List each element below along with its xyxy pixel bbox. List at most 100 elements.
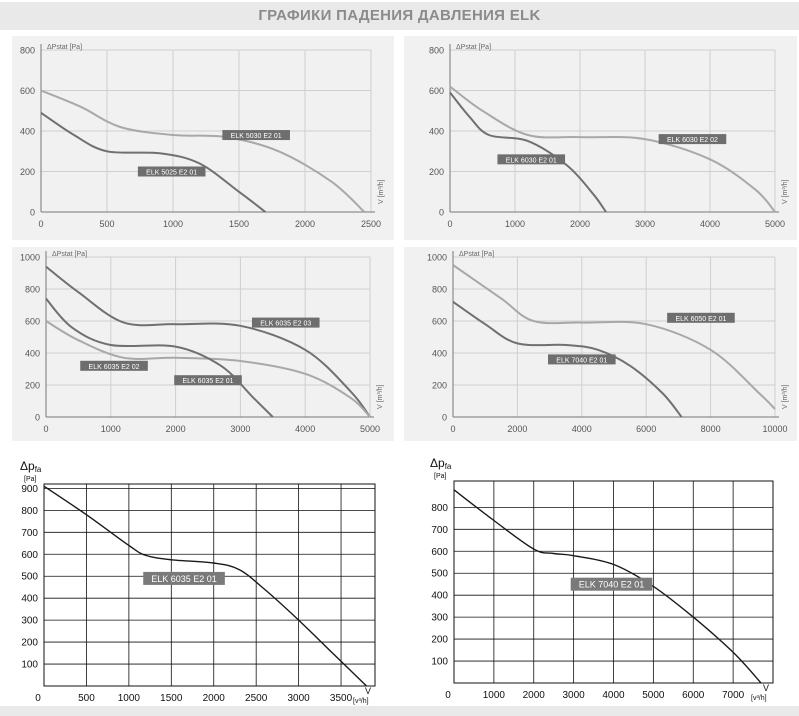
series-curve [40, 89, 366, 213]
x-tick-label: 6000 [636, 424, 656, 434]
y-tick-label: 300 [21, 616, 38, 627]
series-label: ELK 5030 E2 01 [231, 133, 282, 140]
y-tick-label: 100 [431, 657, 448, 668]
x-tick-label: 3000 [287, 693, 310, 704]
y-tick-label: 900 [21, 484, 38, 495]
series-label-box [667, 312, 735, 323]
x-tick-label: 5000 [642, 690, 665, 701]
footer-strip [0, 706, 799, 716]
plot-area [43, 483, 376, 687]
x-axis-label: V [m³/h] [377, 384, 384, 409]
series-label: ELK 7040 E2 01 [556, 357, 607, 364]
x-tick-label: 0 [35, 693, 41, 704]
x-tick-label: 500 [78, 693, 95, 704]
series-label-box [137, 166, 206, 177]
y-tick-label: 200 [25, 381, 40, 391]
y-axis-label: ΔPstat [Pa] [52, 251, 87, 258]
x-tick-label: 4000 [572, 424, 592, 434]
series-curve [449, 91, 607, 213]
y-unit-label: [Pa] [24, 476, 37, 483]
x-axis-label: V [m³/h] [782, 179, 789, 204]
y-tick-label: 0 [35, 413, 40, 423]
y-tick-label: 400 [429, 127, 444, 137]
y-tick-label: 600 [20, 86, 35, 96]
x-tick-label: 4000 [295, 424, 315, 434]
y-tick-label: 800 [20, 46, 35, 56]
series-label: ELK 6030 E2 01 [506, 157, 557, 164]
x-unit-label: [v³/h] [751, 695, 767, 702]
chart-elk-6050-7040: 0 2000 4000 6000 8000 10000 0 200 400 600 800 1000 Δ… [427, 251, 789, 434]
series-curve [45, 265, 371, 418]
y-tick-label: 400 [431, 591, 448, 602]
chart-panel-elk-7040-bw: 0 1000 2000 3000 4000 5000 6000 7000 100 200 300 40… [400, 448, 799, 706]
x-tick-label: 3000 [635, 219, 655, 229]
series-curve [43, 485, 367, 687]
y-tick-label: 200 [432, 381, 447, 391]
y-axis-label: ΔPstat [Pa] [456, 44, 491, 51]
y-axis-label: Δpfa [430, 456, 452, 471]
y-tick-label: 0 [442, 413, 447, 423]
x-tick-label: 1000 [101, 424, 121, 434]
y-tick-label: 800 [432, 285, 447, 295]
series-label-box [222, 130, 290, 141]
series-curve [452, 300, 683, 418]
series-label: ELK 7040 E2 01 [579, 580, 645, 590]
chart-panel-elk-6050-7040: 0 2000 4000 6000 8000 10000 0 200 400 600 800 1000 Δ… [404, 247, 797, 441]
x-tick-label: 0 [38, 219, 43, 229]
series-label-box [251, 317, 320, 328]
y-unit-label: [Pa] [434, 473, 447, 480]
series-label-box [570, 577, 653, 591]
page-title: ГРАФИКИ ПАДЕНИЯ ДАВЛЕНИЯ ELK [0, 2, 799, 30]
y-axis-label: ΔPstat [Pa] [47, 44, 82, 51]
y-tick-label: 100 [21, 660, 38, 671]
series-curve [40, 111, 267, 213]
y-axis-label: Δpfa [20, 459, 42, 474]
series-label: ELK 6035 E2 02 [89, 364, 140, 371]
y-tick-label: 600 [432, 317, 447, 327]
x-axis-label: V [m³/h] [782, 384, 789, 409]
x-tick-label: 1500 [160, 693, 183, 704]
x-tick-label: 2000 [166, 424, 186, 434]
series-label-box [174, 375, 242, 386]
chart-elk-7040-bw: 0 1000 2000 3000 4000 5000 6000 7000 100 200 300 40… [430, 456, 774, 702]
chart-panel-elk-6030: 0 1000 2000 3000 4000 5000 0 200 400 600 800 ΔPstat… [404, 36, 797, 240]
x-tick-label: 2000 [523, 690, 546, 701]
x-tick-label: 8000 [701, 424, 721, 434]
x-tick-label: 6000 [682, 690, 705, 701]
x-tick-label: 2000 [203, 693, 226, 704]
y-tick-label: 600 [431, 547, 448, 558]
chart-panel-elk-6035-bw: 0 500 1000 1500 2000 2500 3000 3500 100 200 300 400… [0, 448, 399, 706]
x-tick-label: 1000 [163, 219, 183, 229]
series-label-box [143, 571, 225, 585]
series-label: ELK 6030 E2 02 [667, 137, 718, 144]
chart-panel-elk-5030-5025: 0 500 1000 1500 2000 2500 0 200 400 600 800 ΔPstat … [12, 36, 394, 240]
series-label: ELK 6050 E2 01 [675, 316, 726, 323]
x-tick-label: 3000 [563, 690, 586, 701]
y-tick-label: 1000 [20, 253, 40, 263]
x-tick-label: 0 [447, 219, 452, 229]
y-axis-label: ΔPstat [Pa] [459, 251, 494, 258]
series-label-box [658, 134, 727, 145]
x-tick-label: 2000 [570, 219, 590, 229]
chart-elk-6030: 0 1000 2000 3000 4000 5000 0 200 400 600 800 ΔPstat… [429, 44, 789, 229]
x-tick-label: 2000 [507, 424, 527, 434]
series-curve [45, 297, 274, 418]
chart-panel-elk-6035: 0 1000 2000 3000 4000 5000 0 200 400 600 800 1000 ΔP… [12, 247, 394, 441]
x-tick-label: 1000 [118, 693, 141, 704]
chart-elk-6035-bw: 0 500 1000 1500 2000 2500 3000 3500 100 200 300 400… [20, 459, 376, 705]
y-tick-label: 800 [431, 503, 448, 514]
y-tick-label: 200 [21, 638, 38, 649]
series-label: ELK 5025 E2 01 [146, 170, 197, 177]
series-curve [449, 85, 776, 213]
y-tick-label: 500 [21, 572, 38, 583]
x-tick-label: 4000 [602, 690, 625, 701]
y-tick-label: 200 [431, 635, 448, 646]
y-tick-label: 600 [25, 317, 40, 327]
x-tick-label: 5000 [360, 424, 380, 434]
x-tick-label: 5000 [765, 219, 785, 229]
y-tick-label: 700 [431, 525, 448, 536]
x-tick-label: 4000 [700, 219, 720, 229]
y-tick-label: 200 [429, 167, 444, 177]
y-tick-label: 700 [21, 528, 38, 539]
series-curve [452, 264, 776, 410]
